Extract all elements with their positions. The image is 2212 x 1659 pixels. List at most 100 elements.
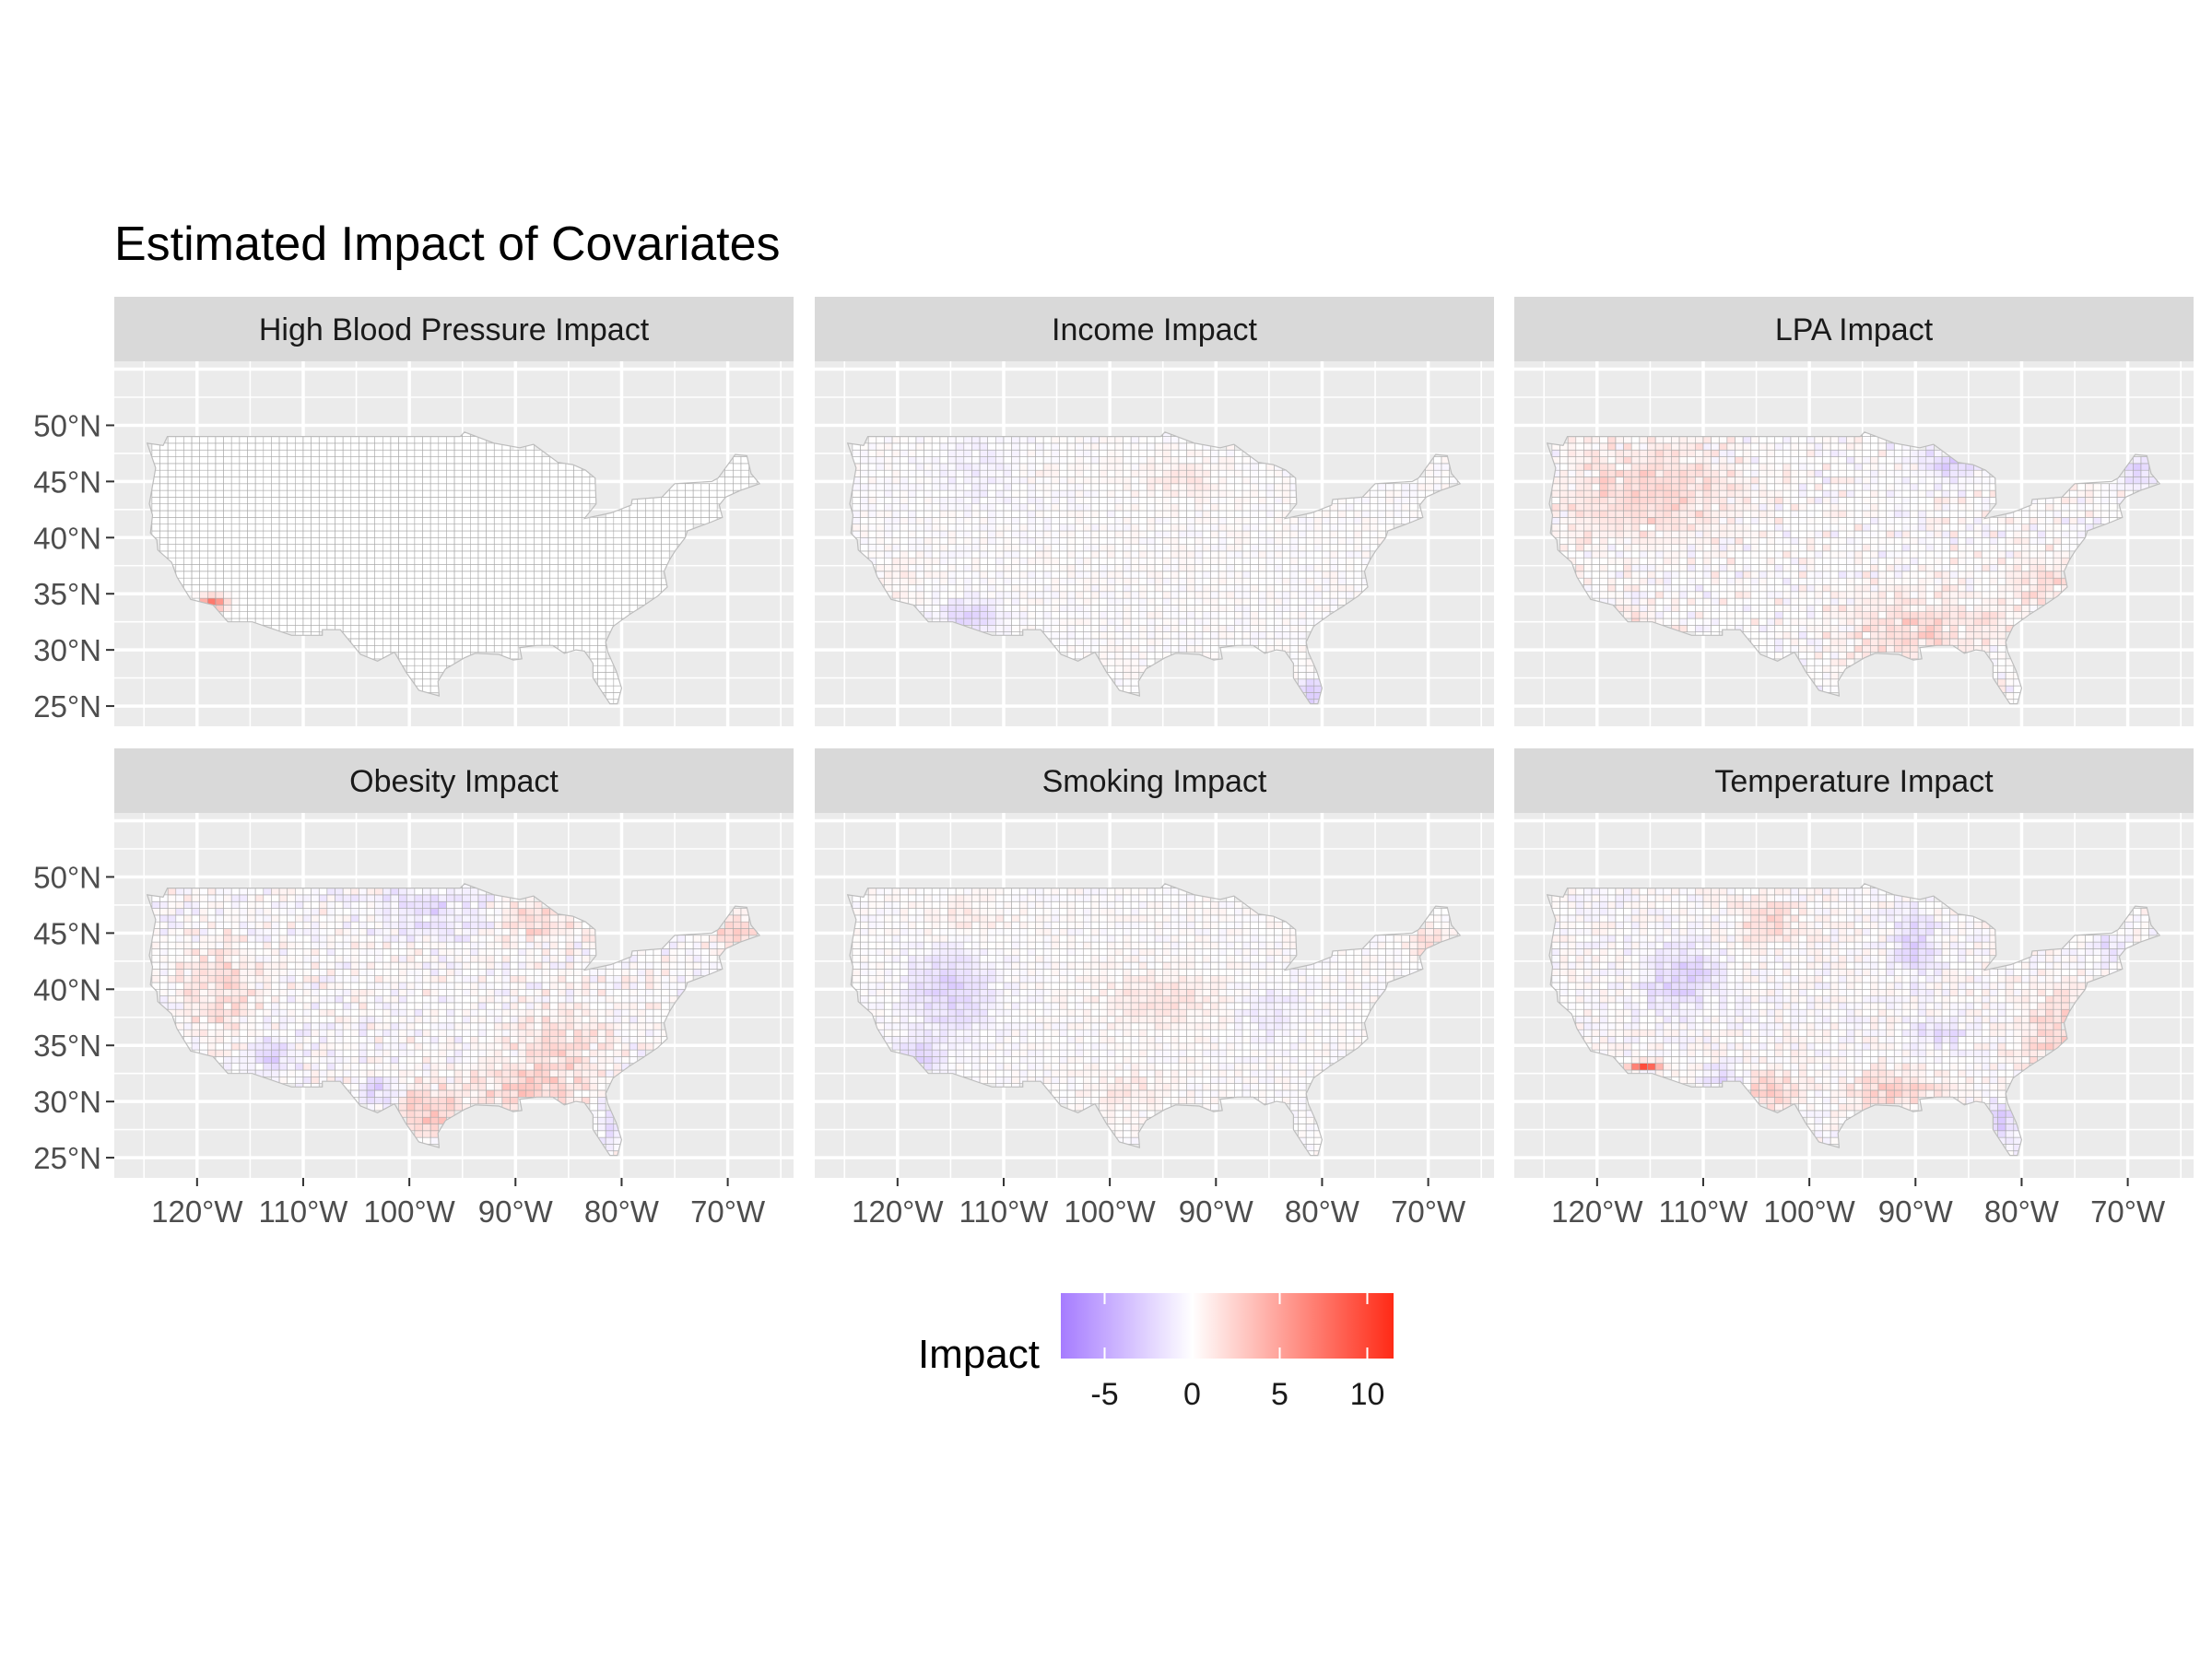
county-cell — [947, 544, 957, 552]
county-cell — [1806, 624, 1816, 632]
county-cell — [1830, 658, 1840, 666]
county-cell — [1186, 517, 1195, 525]
county-cell — [1647, 489, 1656, 498]
county-cell — [183, 436, 193, 444]
county-cell — [326, 442, 335, 451]
county-cell — [1615, 597, 1624, 606]
county-cell — [581, 477, 591, 485]
facet-strip — [114, 297, 794, 361]
county-cell — [1123, 456, 1132, 465]
county-cell — [446, 591, 455, 599]
county-cell — [987, 611, 996, 619]
county-cell — [1003, 510, 1012, 518]
county-cell — [884, 497, 893, 505]
county-cell — [1027, 463, 1036, 471]
county-cell — [995, 550, 1005, 559]
county-cell — [167, 530, 177, 538]
county-cell — [1654, 605, 1665, 613]
county-cell — [1130, 658, 1140, 666]
county-cell — [1759, 618, 1768, 626]
county-cell — [1147, 524, 1156, 532]
county-cell — [1202, 536, 1211, 545]
county-cell — [613, 597, 622, 606]
county-cell — [1370, 503, 1379, 512]
county-cell — [263, 524, 272, 532]
county-cell — [406, 577, 416, 585]
county-cell — [963, 550, 972, 559]
county-cell — [891, 536, 900, 545]
county-cell — [175, 489, 184, 498]
county-cell — [390, 644, 399, 653]
county-cell — [1630, 442, 1641, 451]
county-cell — [915, 456, 924, 465]
county-cell — [278, 544, 288, 552]
county-cell — [995, 597, 1005, 606]
county-cell — [278, 591, 288, 599]
county-cell — [621, 524, 630, 532]
county-cell — [1138, 658, 1147, 666]
county-cell — [223, 557, 232, 565]
county-cell — [1623, 497, 1632, 505]
county-cell — [1083, 536, 1092, 545]
county-cell — [469, 618, 479, 626]
county-cell — [1695, 469, 1704, 477]
county-cell — [1282, 611, 1291, 619]
county-cell — [517, 638, 527, 646]
county-cell — [501, 618, 511, 626]
county-cell — [1853, 652, 1863, 660]
county-cell — [342, 564, 352, 572]
county-cell — [1130, 631, 1140, 640]
county-cell — [939, 591, 948, 599]
county-cell — [1147, 497, 1156, 505]
county-cell — [709, 503, 718, 512]
county-cell — [159, 503, 169, 512]
county-cell — [1123, 503, 1132, 512]
county-cell — [605, 550, 615, 559]
county-cell — [525, 611, 535, 619]
county-cell — [199, 536, 208, 545]
county-cell — [1599, 577, 1608, 585]
county-cell — [1154, 544, 1163, 552]
county-cell — [1099, 564, 1108, 572]
county-cell — [1051, 591, 1060, 599]
county-cell — [359, 584, 368, 593]
county-cell — [477, 530, 487, 538]
county-cell — [549, 577, 559, 585]
county-cell — [549, 571, 559, 579]
county-cell — [359, 489, 368, 498]
county-cell — [335, 564, 344, 572]
county-cell — [438, 536, 447, 545]
county-cell — [1337, 584, 1347, 593]
county-cell — [429, 442, 440, 451]
county-cell — [1599, 550, 1608, 559]
county-cell — [613, 605, 622, 613]
county-cell — [1265, 638, 1275, 646]
county-cell — [462, 544, 471, 552]
county-cell — [1766, 517, 1775, 525]
county-cell — [995, 483, 1005, 491]
county-cell — [1663, 564, 1672, 572]
county-cell — [1265, 497, 1275, 505]
county-cell — [1099, 605, 1108, 613]
county-cell — [382, 577, 392, 585]
county-cell — [1202, 463, 1211, 471]
county-cell — [191, 524, 201, 532]
county-cell — [1615, 557, 1624, 565]
county-cell — [1027, 483, 1036, 491]
county-cell — [429, 665, 440, 673]
county-cell — [685, 489, 694, 498]
county-cell — [1075, 436, 1084, 444]
county-cell — [1218, 536, 1228, 545]
facet-title: High Blood Pressure Impact — [259, 312, 650, 347]
county-cell — [884, 477, 893, 485]
county-cell — [1583, 477, 1593, 485]
county-cell — [1298, 577, 1307, 585]
county-cell — [621, 544, 630, 552]
county-cell — [469, 584, 479, 593]
county-cell — [613, 530, 622, 538]
county-cell — [1130, 665, 1140, 673]
county-cell — [1042, 557, 1053, 565]
county-cell — [589, 536, 598, 545]
county-cell — [1107, 489, 1116, 498]
county-cell — [302, 591, 312, 599]
